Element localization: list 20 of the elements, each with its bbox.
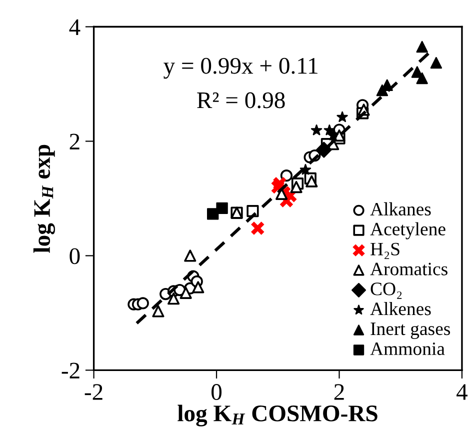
y-tick-label: 2 — [70, 134, 80, 150]
x-tick-label: 4 — [456, 384, 468, 400]
y-tick-label: 4 — [69, 19, 80, 35]
annotation: y = 0.99x + 0.11 — [164, 58, 318, 79]
x-axis-title: log K$_{H}$ COSMO-RS — [178, 404, 378, 426]
y-tick-label: 0 — [70, 248, 80, 264]
legend-label: Inert gases — [370, 322, 450, 339]
legend-label: Alkenes — [370, 302, 431, 316]
y-tick-label: -2 — [62, 362, 80, 378]
annotation: R² = 0.98 — [197, 92, 285, 108]
x-tick-label: -2 — [84, 384, 102, 400]
x-tick-label: 2 — [334, 384, 344, 400]
legend-label: Alkanes — [370, 202, 431, 216]
legend-label: Acetylene — [370, 222, 446, 240]
legend-label: Aromatics — [370, 262, 448, 276]
legend-label: CO₂ — [370, 282, 402, 299]
legend-label: H₂S — [370, 242, 400, 260]
x-tick-label: 0 — [212, 384, 222, 400]
legend-label: Ammonia — [370, 342, 445, 356]
y-axis-title: log K$_{H}$ exp — [33, 144, 56, 253]
